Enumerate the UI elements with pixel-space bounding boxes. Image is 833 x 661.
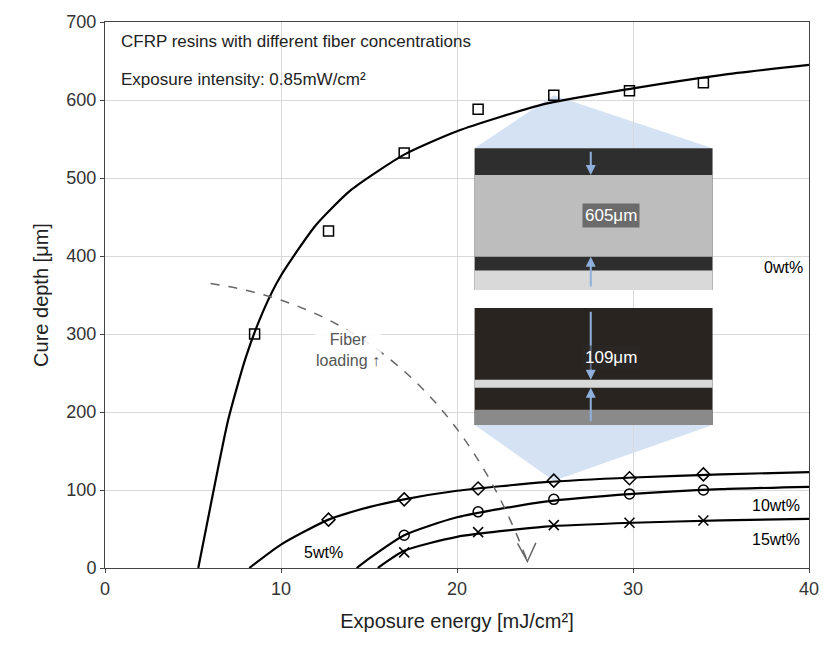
- svg-text:605μm: 605μm: [585, 206, 637, 225]
- svg-text:40: 40: [799, 579, 819, 599]
- svg-text:300: 300: [66, 324, 96, 344]
- svg-text:Cure depth [μm]: Cure depth [μm]: [30, 223, 52, 367]
- svg-text:0wt%: 0wt%: [764, 259, 803, 276]
- svg-text:100: 100: [66, 480, 96, 500]
- svg-text:600: 600: [66, 90, 96, 110]
- svg-text:0: 0: [86, 558, 96, 578]
- svg-text:109μm: 109μm: [585, 348, 637, 367]
- svg-text:30: 30: [623, 579, 643, 599]
- svg-text:15wt%: 15wt%: [752, 531, 800, 548]
- svg-text:400: 400: [66, 246, 96, 266]
- svg-text:10wt%: 10wt%: [752, 497, 800, 514]
- svg-text:200: 200: [66, 402, 96, 422]
- svg-text:10: 10: [271, 579, 291, 599]
- svg-text:CFRP resins with different fib: CFRP resins with different fiber concent…: [121, 32, 471, 51]
- svg-text:Fiberloading ↑: Fiberloading ↑: [316, 331, 380, 369]
- svg-text:20: 20: [447, 579, 467, 599]
- svg-text:0: 0: [100, 579, 110, 599]
- svg-text:700: 700: [66, 12, 96, 32]
- svg-text:Exposure intensity: 0.85mW/cm²: Exposure intensity: 0.85mW/cm²: [121, 70, 366, 89]
- svg-text:Exposure energy [mJ/cm²]: Exposure energy [mJ/cm²]: [340, 610, 573, 632]
- svg-text:5wt%: 5wt%: [304, 544, 343, 561]
- svg-text:500: 500: [66, 168, 96, 188]
